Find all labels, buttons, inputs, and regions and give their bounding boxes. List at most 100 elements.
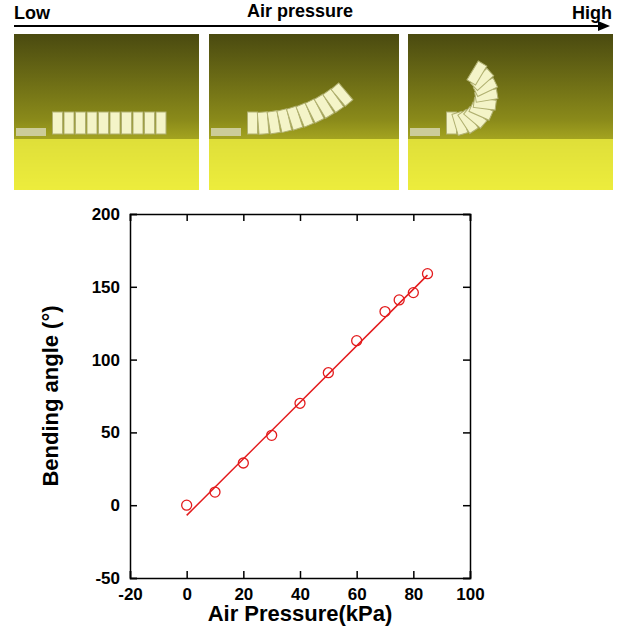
tick-label: -50 — [95, 569, 120, 588]
tick — [463, 432, 470, 433]
tick-mark — [356, 214, 358, 221]
header-low: Low — [14, 3, 51, 23]
photo-background — [14, 34, 199, 190]
actuator-segment — [133, 112, 143, 134]
photo-table — [408, 139, 613, 190]
tick: -50 — [95, 569, 137, 588]
tick: 100 — [92, 351, 137, 370]
tick-mark — [463, 505, 470, 507]
tick-mark — [463, 432, 470, 434]
actuator-segment — [87, 112, 97, 134]
tube — [211, 128, 241, 136]
header-title: Air pressure — [247, 1, 353, 21]
actuator-segment — [122, 112, 132, 134]
tick — [463, 214, 470, 215]
actuator-segment — [110, 112, 120, 134]
actuator-segment — [467, 61, 487, 85]
tick-mark — [300, 214, 302, 221]
tick-label: 150 — [92, 278, 120, 297]
tick — [463, 287, 470, 288]
axis-line — [131, 215, 471, 222]
tick-mark — [243, 571, 245, 578]
axis-line — [463, 215, 471, 579]
tick-label: 200 — [92, 205, 120, 224]
data-point — [323, 368, 333, 378]
tick — [187, 214, 188, 221]
tick-label: 0 — [111, 496, 120, 515]
chart: -20020406080100-50050100150200Air Pressu… — [38, 205, 485, 626]
photo-background — [408, 34, 613, 190]
tick: 80 — [404, 571, 423, 604]
photo-panel — [14, 34, 199, 190]
tick-mark — [130, 287, 137, 289]
actuator-segment — [248, 112, 258, 134]
tube — [410, 128, 440, 136]
tick-label: 0 — [182, 585, 191, 604]
tick-mark — [463, 287, 470, 289]
tick: 60 — [348, 571, 367, 604]
photo-background — [209, 34, 399, 190]
header: Low Air pressure High — [14, 1, 612, 31]
arrow-head — [598, 21, 610, 31]
actuator-segment — [53, 112, 63, 134]
y-axis-title: Bending angle (°) — [38, 305, 63, 486]
tick: 150 — [92, 278, 137, 297]
tick — [463, 578, 470, 579]
actuator-segment — [156, 112, 166, 134]
tick-mark — [356, 571, 358, 578]
tick-label: 50 — [101, 423, 120, 442]
axis-line — [131, 215, 138, 579]
tick: 0 — [182, 571, 191, 604]
tick — [463, 505, 470, 506]
tick-mark — [186, 214, 188, 221]
y-axis: -50 0 50 100 150 200 — [92, 205, 137, 588]
tick-mark — [463, 359, 470, 361]
fit-line — [187, 275, 428, 515]
data-point — [267, 430, 277, 440]
tick-mark — [130, 578, 137, 580]
tick-mark — [300, 571, 302, 578]
data-point — [182, 500, 192, 510]
plot-marks — [182, 269, 433, 516]
tick-mark — [413, 571, 415, 578]
data-point — [423, 269, 433, 279]
tick — [243, 214, 244, 221]
tick-mark — [130, 214, 137, 216]
axis-line — [131, 571, 471, 579]
tick-label: 100 — [456, 585, 484, 604]
actuator-segment — [331, 83, 353, 106]
x-axis: -20020406080100 — [118, 571, 484, 604]
photo-table — [209, 139, 399, 190]
tube — [16, 128, 46, 136]
photo-panel — [408, 34, 613, 190]
tick-mark — [463, 578, 470, 580]
tick: 50 — [101, 423, 137, 442]
x-axis-title: Air Pressure(kPa) — [208, 601, 393, 626]
data-point — [352, 336, 362, 346]
tick — [463, 360, 470, 361]
tick-mark — [130, 359, 137, 361]
x-axis-top — [131, 214, 471, 221]
tick — [413, 214, 414, 221]
actuator-segment — [99, 112, 109, 134]
tick — [357, 214, 358, 221]
tick-mark — [243, 214, 245, 221]
tick — [300, 214, 301, 221]
tick-mark — [463, 214, 470, 216]
tick: 20 — [234, 571, 253, 604]
tick-label: 80 — [404, 585, 423, 604]
tick: 40 — [291, 571, 310, 604]
data-point — [210, 487, 220, 497]
tick: 200 — [92, 205, 137, 224]
actuator-segment — [145, 112, 155, 134]
tick-mark — [130, 505, 137, 507]
actuator-segment — [64, 112, 74, 134]
header-high: High — [572, 3, 612, 23]
tick-mark — [186, 571, 188, 578]
y-axis-right — [463, 215, 471, 579]
tick-mark — [413, 214, 415, 221]
arrow-line — [14, 25, 598, 27]
photo-table — [14, 139, 199, 190]
tick-label: 100 — [92, 351, 120, 370]
tick: 0 — [111, 496, 137, 515]
